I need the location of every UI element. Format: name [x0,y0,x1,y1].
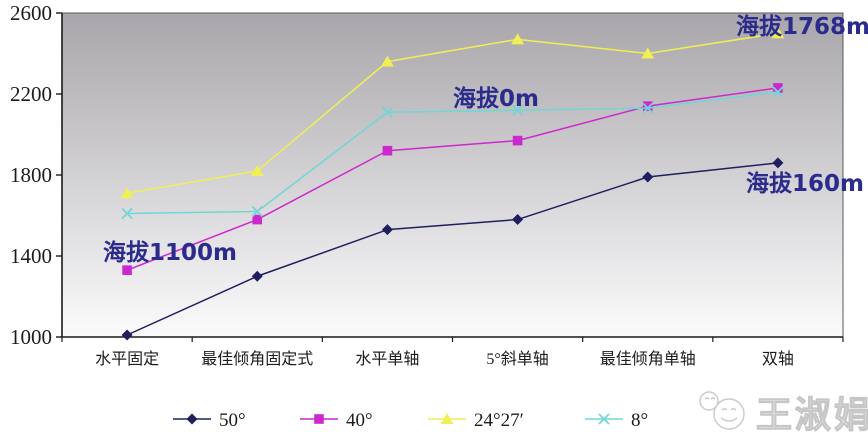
data-point-marker [381,106,394,118]
watermark-name: 王淑娟 [756,395,868,436]
legend-item-40: 40° [300,410,373,431]
series-line [126,87,779,271]
x-axis-category-label: 双轴 [762,350,794,368]
legend-label: 8° [631,410,648,431]
annotation-label-2: 海拔1768m [736,13,868,40]
legend-marker [598,413,610,425]
watermark-smiley-big-face-icon [720,408,738,422]
data-point-marker [511,33,525,45]
data-point-marker [642,102,654,114]
data-point-marker [382,145,393,156]
plot-area [61,12,844,338]
data-point-marker [771,27,785,39]
annotation-label-0: 海拔1100m [103,239,237,266]
data-point-marker [641,47,655,59]
data-point-marker [251,205,263,218]
watermark-smiley-big-icon [713,398,745,430]
data-point-marker [381,224,393,236]
legend-label: 40° [346,410,373,431]
series-40 [122,83,783,275]
data-point-marker [642,171,654,183]
data-point-marker [380,55,394,67]
data-point-marker [512,214,524,226]
legend-marker [440,413,454,424]
legend-label: 50° [219,410,246,431]
series-line [126,32,779,194]
data-point-marker [642,101,653,111]
x-axis-category-label: 最佳倾角单轴 [600,350,696,368]
x-axis-category-label: 5°斜单轴 [486,350,548,368]
y-axis-tick-label: 1800 [10,163,52,187]
data-point-marker [511,104,524,116]
watermark [699,391,745,430]
x-axis-category-label: 水平单轴 [355,350,419,368]
watermark-smiley-small-face-icon [704,397,716,400]
y-axis-tick-label: 1400 [10,244,52,268]
data-point-marker [512,135,523,146]
data-point-marker [251,270,263,282]
data-point-marker [120,187,134,199]
data-point-marker [772,157,784,169]
x-axis-category-label: 水平固定 [95,350,159,368]
annotation-label-3: 海拔160m [746,170,864,197]
legend-item-2427: 24°27′ [428,410,524,431]
data-point-marker [773,83,783,93]
x-axis-category-label: 最佳倾角固定式 [201,350,313,368]
series-line [127,91,779,215]
series-50 [121,157,784,341]
data-point-marker [772,86,784,98]
data-point-marker [121,329,133,341]
y-axis-tick-label: 2200 [10,82,52,106]
watermark-smiley-small-icon [699,391,719,411]
annotation-label-1: 海拔0m [453,85,539,112]
data-point-marker [122,265,132,275]
legend-item-50: 50° [173,410,246,431]
legend-marker [314,414,324,424]
series-line [126,162,778,336]
legend-label: 24°27′ [474,410,524,431]
y-axis-tick-label: 1000 [10,325,52,349]
y-axis-tick-label: 2600 [10,1,52,25]
data-point-marker [252,214,263,225]
data-point-marker [121,207,133,220]
data-point-marker [250,164,264,176]
series-8 [121,86,784,220]
legend-marker [186,413,198,425]
legend-item-8: 8° [585,410,648,431]
series-2427 [120,27,785,199]
